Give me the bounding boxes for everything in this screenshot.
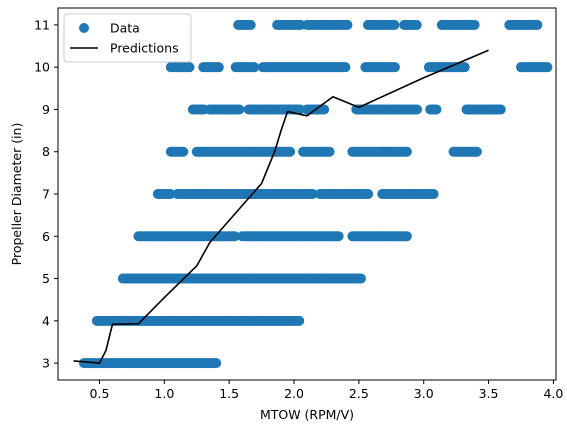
- x-tick-label: 4.0: [543, 386, 563, 401]
- data-point: [389, 19, 400, 30]
- data-point: [307, 189, 318, 199]
- data-point: [295, 104, 305, 115]
- legend-data-marker: [79, 23, 89, 33]
- data-point: [340, 62, 351, 73]
- data-point: [333, 231, 344, 242]
- data-point: [234, 104, 245, 115]
- data-point: [411, 19, 422, 30]
- data-point: [245, 19, 256, 30]
- data-point: [294, 315, 305, 326]
- data-points: [78, 19, 553, 369]
- data-point: [165, 189, 176, 199]
- data-point: [249, 62, 260, 73]
- data-point: [469, 19, 480, 30]
- y-tick-label: 11: [34, 17, 50, 32]
- data-point: [411, 104, 422, 115]
- legend-data-label: Data: [110, 21, 140, 36]
- data-point: [389, 62, 400, 73]
- data-point: [184, 62, 195, 73]
- y-tick-label: 4: [42, 313, 50, 328]
- y-tick-label: 5: [42, 271, 50, 286]
- prediction-line: [73, 49, 489, 364]
- x-tick-label: 1.5: [219, 386, 239, 401]
- data-point: [428, 189, 439, 199]
- y-tick-label: 6: [42, 229, 50, 244]
- x-tick-label: 0.5: [90, 386, 110, 401]
- y-tick-label: 8: [42, 144, 50, 159]
- y-tick-label: 3: [42, 356, 50, 371]
- x-axis-title: MTOW (RPM/V): [260, 407, 354, 422]
- x-axis-ticks: 0.5 1.0 1.5 2.0 2.5 3.0 3.5 4.0: [90, 380, 563, 401]
- data-point: [532, 19, 543, 30]
- data-point: [319, 104, 330, 115]
- x-tick-label: 2.0: [284, 386, 304, 401]
- data-point: [401, 231, 412, 242]
- data-point: [459, 62, 470, 73]
- data-point: [285, 146, 296, 157]
- y-axis-title: Propeller Diameter (in): [9, 123, 24, 266]
- data-point: [431, 104, 442, 115]
- y-tick-label: 10: [34, 60, 50, 75]
- data-point: [355, 273, 366, 284]
- legend-box: [63, 13, 192, 63]
- data-point: [471, 146, 482, 157]
- data-point: [495, 104, 506, 115]
- data-point: [211, 358, 222, 369]
- legend-predictions-label: Predictions: [110, 41, 179, 56]
- data-point: [542, 62, 553, 73]
- y-axis-ticks: 3 4 5 6 7 8 9 10 11: [34, 17, 58, 371]
- x-tick-label: 3.0: [414, 386, 434, 401]
- y-tick-label: 7: [42, 187, 50, 202]
- data-point: [324, 146, 335, 157]
- data-point: [363, 189, 374, 199]
- x-tick-label: 2.5: [349, 386, 369, 401]
- prediction-line-group: [73, 49, 489, 364]
- data-point: [229, 231, 240, 242]
- data-point: [342, 19, 353, 30]
- y-tick-label: 9: [42, 102, 50, 117]
- x-tick-label: 1.0: [154, 386, 174, 401]
- x-tick-label: 3.5: [479, 386, 499, 401]
- data-point: [213, 62, 224, 73]
- data-point: [178, 146, 189, 157]
- legend: Data Predictions: [63, 13, 192, 63]
- data-point: [401, 146, 412, 157]
